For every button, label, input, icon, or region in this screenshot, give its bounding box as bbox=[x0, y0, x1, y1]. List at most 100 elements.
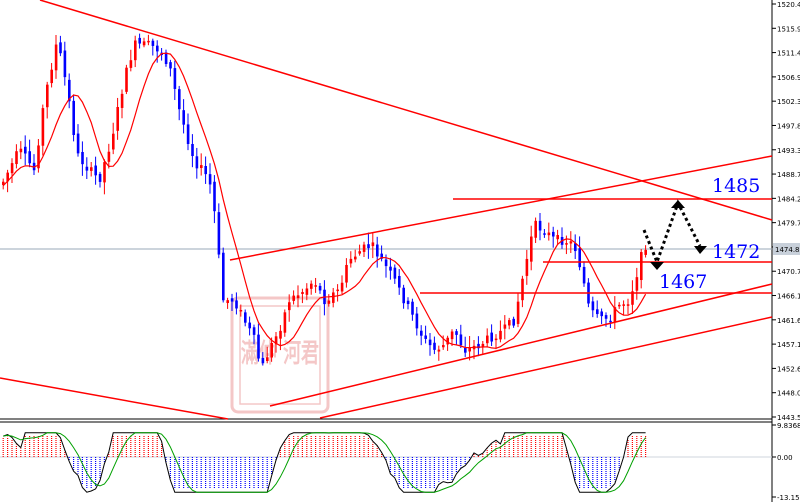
candle-body bbox=[19, 148, 23, 153]
candle-body bbox=[354, 256, 357, 260]
moving-average-line bbox=[2, 52, 647, 349]
candle-body bbox=[173, 68, 177, 89]
candle-body bbox=[635, 277, 639, 291]
candle-body bbox=[371, 242, 375, 247]
current-price-badge: 1474.87 bbox=[773, 243, 800, 255]
candle-body bbox=[389, 266, 392, 271]
candle-body bbox=[481, 343, 485, 348]
candle-body bbox=[600, 311, 603, 317]
candle-body bbox=[613, 307, 617, 322]
candle-body bbox=[442, 345, 445, 348]
price-tick-label: 1484.20 bbox=[777, 195, 800, 203]
candle-body bbox=[147, 40, 150, 43]
candle-body bbox=[609, 320, 612, 323]
candle-body bbox=[358, 251, 361, 254]
candle-body bbox=[186, 124, 190, 145]
arrow-head-down-1 bbox=[650, 262, 664, 270]
candle-body bbox=[222, 252, 225, 301]
price-tick-label: 1511.40 bbox=[777, 50, 800, 58]
price-tick-label: 1466.10 bbox=[777, 293, 800, 301]
candle-body bbox=[37, 145, 40, 169]
projection-dotted-path bbox=[642, 199, 702, 267]
label-1472: 1472 bbox=[712, 241, 760, 263]
macd-main-line bbox=[3, 432, 646, 493]
candle-body bbox=[10, 163, 14, 174]
candle-body bbox=[257, 334, 260, 359]
candle-body bbox=[15, 151, 18, 165]
candle-body bbox=[191, 143, 194, 157]
candle-body bbox=[68, 79, 71, 102]
candle-body bbox=[129, 60, 133, 68]
candle-body bbox=[217, 212, 221, 255]
candle-body bbox=[349, 258, 353, 264]
candle-body bbox=[125, 67, 128, 92]
candle-body bbox=[310, 283, 313, 289]
price-tick-label: 1448.00 bbox=[777, 390, 800, 398]
candle-body bbox=[103, 162, 106, 183]
candle-body bbox=[644, 249, 647, 255]
candle-body bbox=[156, 45, 159, 52]
candle-body bbox=[314, 285, 317, 287]
candle-body bbox=[547, 232, 551, 236]
candle-body bbox=[116, 107, 119, 131]
candle-body bbox=[2, 181, 5, 185]
candle-body bbox=[380, 253, 383, 259]
candle-body bbox=[261, 357, 265, 364]
candle-body bbox=[398, 275, 401, 288]
candle-body bbox=[46, 84, 49, 108]
candle-body bbox=[640, 252, 643, 281]
candle-body bbox=[54, 44, 58, 71]
candle-body bbox=[565, 243, 568, 245]
candle-body bbox=[591, 301, 595, 311]
candle-body bbox=[455, 331, 458, 335]
candle-body bbox=[182, 110, 185, 125]
osc-tick-label: -13.1579 bbox=[777, 494, 800, 502]
candle-body bbox=[450, 331, 454, 340]
candle-body bbox=[402, 287, 405, 304]
candle-body bbox=[248, 322, 251, 329]
candle-body bbox=[340, 282, 344, 292]
candle-body bbox=[622, 304, 625, 306]
candle-body bbox=[376, 244, 379, 257]
candle-body bbox=[72, 100, 75, 135]
candle-body bbox=[604, 315, 608, 319]
candle-body bbox=[508, 320, 511, 326]
candle-body bbox=[428, 339, 432, 346]
candle-body bbox=[169, 62, 172, 69]
price-tick-label: 1452.60 bbox=[777, 365, 800, 373]
candle-body bbox=[151, 40, 155, 46]
osc-tick-label: 9.8368 bbox=[777, 422, 800, 430]
candle-body bbox=[6, 172, 9, 182]
price-tick-label: 1479.70 bbox=[777, 220, 800, 228]
candle-body bbox=[90, 167, 93, 171]
candle-body bbox=[94, 165, 97, 176]
candle-body bbox=[477, 343, 480, 349]
candle-body bbox=[292, 295, 295, 301]
price-tick-label: 1493.30 bbox=[777, 147, 800, 155]
channel-upper-line bbox=[229, 155, 773, 261]
candle-body bbox=[213, 181, 216, 212]
candle-body bbox=[244, 312, 247, 323]
oscillator-group bbox=[2, 432, 647, 493]
candle-body bbox=[107, 151, 111, 162]
candle-body bbox=[468, 347, 471, 352]
channel-lower-line bbox=[269, 283, 773, 407]
candle-body bbox=[239, 309, 243, 312]
candle-body bbox=[200, 165, 203, 169]
candle-body bbox=[230, 298, 234, 302]
candle-body bbox=[112, 133, 115, 150]
candle-body bbox=[345, 264, 348, 283]
candle-body bbox=[296, 295, 300, 299]
candle-body bbox=[578, 248, 581, 268]
candle-body bbox=[28, 151, 31, 164]
candle-body bbox=[490, 332, 493, 342]
candle-body bbox=[626, 304, 630, 306]
price-tick-label: 1497.80 bbox=[777, 122, 800, 130]
candle-body bbox=[252, 327, 256, 335]
candle-body bbox=[288, 302, 291, 311]
candle-body bbox=[446, 337, 449, 345]
candle-body bbox=[420, 330, 423, 336]
candle-body bbox=[464, 348, 467, 353]
candle-body bbox=[301, 292, 304, 294]
